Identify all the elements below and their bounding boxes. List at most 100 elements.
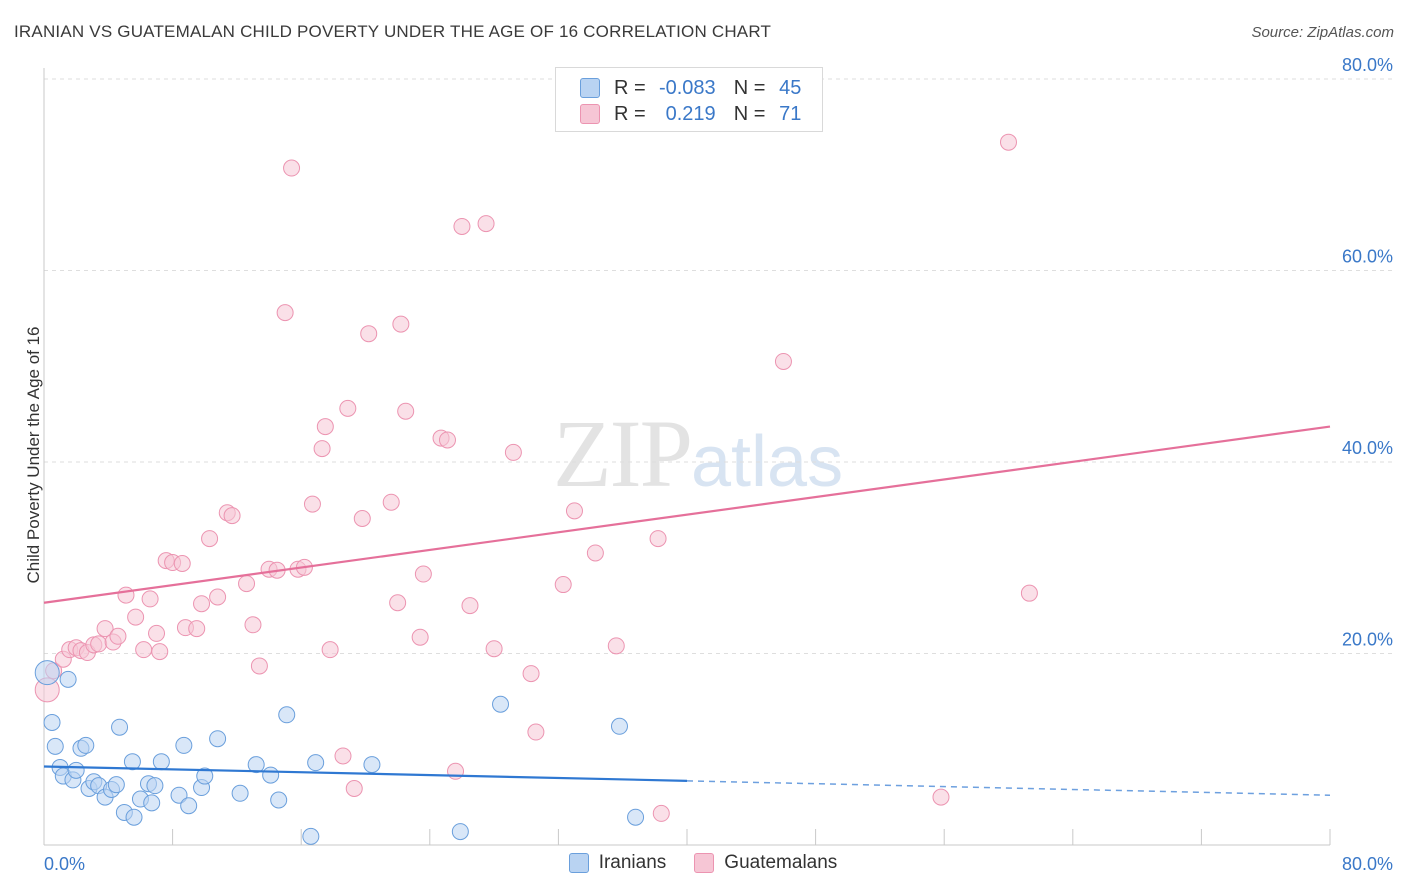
guatemalan-point (527, 723, 545, 741)
iranian-point (278, 706, 296, 724)
iranian-point (143, 794, 161, 812)
iranian-point (492, 695, 510, 713)
n-value-guatemalans: 71 (779, 102, 802, 125)
legend-row-iranians: R = -0.083 N = 45 (580, 76, 801, 100)
chart-title: IRANIAN VS GUATEMALAN CHILD POVERTY UNDE… (14, 22, 772, 41)
guatemalan-point (283, 159, 301, 177)
y-axis-label: Child Poverty Under the Age of 16 (24, 326, 43, 584)
correlation-legend: R = -0.083 N = 45 R = 0.219 N = 71 (555, 67, 823, 132)
guatemalan-point (522, 665, 540, 683)
iranian-point (363, 756, 381, 774)
guatemalan-point (303, 495, 321, 513)
legend-row-guatemalans: R = 0.219 N = 71 (580, 102, 801, 126)
y-tick-label: 80.0% (1342, 55, 1393, 75)
iranian-point (170, 786, 188, 804)
r-label: R = (614, 102, 646, 125)
y-tick-label: 60.0% (1342, 247, 1393, 267)
iranian-point (67, 761, 85, 779)
guatemalan-point (339, 399, 357, 417)
watermark-zip: ZIP (553, 400, 693, 507)
source-label: Source: ZipAtlas.com (1251, 24, 1394, 41)
guatemalans-legend-swatch (694, 853, 715, 873)
guatemalan-point (932, 788, 950, 806)
iranians-swatch (580, 78, 600, 98)
iranian-point (46, 737, 64, 755)
guatemalans-swatch (580, 104, 600, 124)
guatemalan-point (414, 565, 432, 583)
x-tick-label: 0.0% (44, 854, 85, 874)
guatemalan-point (201, 530, 219, 548)
iranian-point (262, 766, 280, 784)
iranian-point (152, 753, 170, 771)
r-label: R = (614, 76, 646, 99)
guatemalan-point (397, 402, 415, 420)
iranian-point (451, 823, 469, 841)
guatemalan-point (438, 431, 456, 449)
iranians-legend-swatch (568, 853, 589, 873)
guatemalan-point (774, 352, 792, 370)
iranian-point (196, 767, 214, 785)
guatemalan-point (316, 418, 334, 436)
iranian-point (610, 717, 628, 735)
watermark: ZIPatlas (553, 398, 843, 509)
n-label: N = (733, 102, 766, 125)
guatemalan-point (96, 620, 114, 638)
x-tick-label: 80.0% (1342, 854, 1393, 874)
iranian-trend-line (43, 765, 688, 782)
guatemalan-point (244, 616, 262, 634)
guatemalan-point (586, 544, 604, 562)
iranian-point (146, 777, 164, 795)
guatemalan-point (321, 641, 339, 659)
guatemalan-point (313, 440, 331, 458)
guatemalan-point (151, 643, 169, 661)
r-value-guatemalans: 0.219 (665, 102, 716, 125)
guatemalan-point (276, 304, 294, 322)
n-label: N = (733, 76, 766, 99)
n-value-iranians: 45 (779, 76, 802, 99)
guatemalan-point (461, 597, 479, 615)
legend-item-guatemalans: Guatemalans (694, 852, 837, 874)
iranian-point (59, 670, 77, 688)
guatemalan-point (649, 530, 667, 548)
guatemalan-point (148, 624, 166, 642)
guatemalan-point (554, 576, 572, 594)
iranian-point (107, 776, 125, 794)
iranian-point (627, 808, 645, 826)
iranian-point (123, 753, 141, 771)
guatemalan-point (485, 640, 503, 658)
guatemalan-point (127, 608, 145, 626)
guatemalan-point (382, 493, 400, 511)
guatemalan-point (477, 215, 495, 233)
iranian-point (125, 808, 143, 826)
guatemalan-point (345, 780, 363, 798)
guatemalan-point (1020, 584, 1038, 602)
iranian-point (77, 736, 95, 754)
guatemalan-point (250, 657, 268, 675)
guatemalan-point (193, 595, 211, 613)
legend-item-iranians: Iranians (568, 852, 666, 874)
guatemalan-point (238, 575, 256, 593)
guatemalan-point (223, 507, 241, 525)
guatemalan-point (141, 590, 159, 608)
guatemalan-point (392, 315, 410, 333)
guatemalan-point (389, 594, 407, 612)
guatemalan-point (565, 502, 583, 520)
guatemalan-point (453, 217, 471, 235)
iranian-point (307, 754, 325, 772)
iranian-point (175, 736, 193, 754)
guatemalan-point (411, 628, 429, 646)
iranian-point (247, 756, 265, 774)
iranian-point (34, 660, 60, 686)
iranian-point (231, 784, 249, 802)
guatemalan-point (90, 635, 108, 653)
guatemalan-point (188, 620, 206, 638)
guatemalan-point (334, 747, 352, 765)
iranian-point (270, 791, 288, 809)
iranian-trend-extension (686, 780, 1331, 796)
guatemalan-point (353, 509, 371, 527)
guatemalan-point (109, 627, 127, 645)
series-legend: Iranians Guatemalans (0, 852, 1406, 874)
iranian-point (209, 730, 227, 748)
guatemalan-point (360, 325, 378, 343)
